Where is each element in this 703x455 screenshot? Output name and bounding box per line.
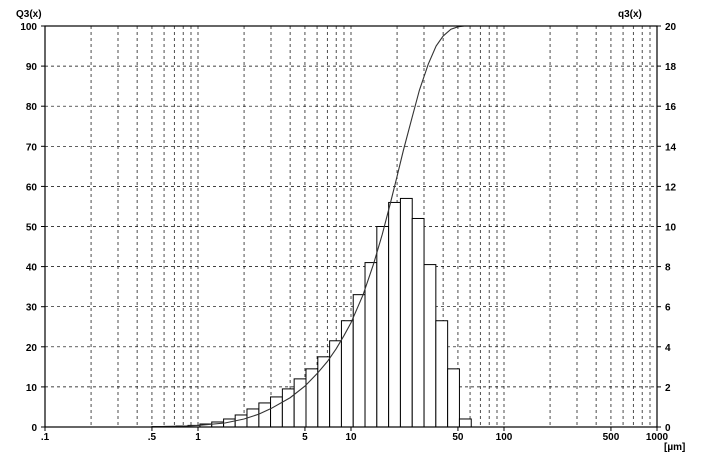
x-tick-label: 5 (302, 432, 308, 443)
cumulative-curve-layer (151, 25, 465, 428)
histogram-bar (411, 217, 425, 428)
left-y-tick-label: 10 (26, 383, 38, 394)
left-y-tick-label: 40 (26, 263, 38, 274)
right-y-tick-label: 18 (665, 62, 677, 73)
histogram-bar (435, 320, 449, 428)
left-y-tick-label: 50 (26, 223, 38, 234)
left-y-tick-label: 100 (20, 22, 37, 33)
left-y-tick-label: 30 (26, 303, 38, 314)
x-tick-label: 1 (195, 432, 201, 443)
x-axis-unit: [µm] (664, 442, 685, 453)
histogram-bar (305, 368, 319, 428)
right-y-tick-label: 14 (665, 142, 677, 153)
histogram-bar (364, 262, 378, 428)
right-y-tick-label: 20 (665, 22, 677, 33)
right-y-tick-label: 10 (665, 223, 677, 234)
histogram-bar (447, 368, 460, 428)
histogram-bar (329, 340, 342, 428)
x-tick-label: 1000 (646, 432, 669, 443)
right-y-tick-label: 6 (665, 303, 671, 314)
histogram-bar (388, 201, 401, 428)
left-axis-title: Q3(x) (16, 9, 42, 20)
histogram-bar (399, 197, 413, 428)
histogram-bar (270, 396, 283, 428)
x-tick-label: .5 (148, 432, 157, 443)
histogram-bar (458, 418, 472, 428)
left-y-tick-label: 20 (26, 343, 38, 354)
axes: 010203040506070809010002468101214161820.… (20, 22, 676, 443)
left-y-tick-label: 90 (26, 62, 38, 73)
right-y-tick-label: 0 (665, 423, 671, 434)
left-y-tick-label: 70 (26, 142, 38, 153)
x-tick-label: 50 (452, 432, 464, 443)
x-tick-label: 100 (496, 432, 513, 443)
x-tick-label: .1 (41, 432, 50, 443)
histogram-bar (317, 356, 331, 428)
cumulative-curve (151, 25, 465, 428)
right-axis-title: q3(x) (618, 9, 642, 20)
right-y-tick-label: 4 (665, 343, 671, 354)
histogram-bar (281, 388, 295, 428)
histogram-bar (376, 226, 390, 428)
right-y-tick-label: 8 (665, 263, 671, 274)
histogram-bars (151, 197, 472, 428)
left-y-tick-label: 60 (26, 182, 38, 193)
histogram-bar (258, 402, 272, 428)
right-y-tick-label: 2 (665, 383, 671, 394)
left-y-tick-label: 80 (26, 102, 38, 113)
right-y-tick-label: 16 (665, 102, 677, 113)
x-tick-label: 10 (345, 432, 357, 443)
x-tick-label: 500 (603, 432, 620, 443)
histogram-bar (423, 264, 437, 428)
right-y-tick-label: 12 (665, 182, 677, 193)
left-y-tick-label: 0 (31, 423, 37, 434)
